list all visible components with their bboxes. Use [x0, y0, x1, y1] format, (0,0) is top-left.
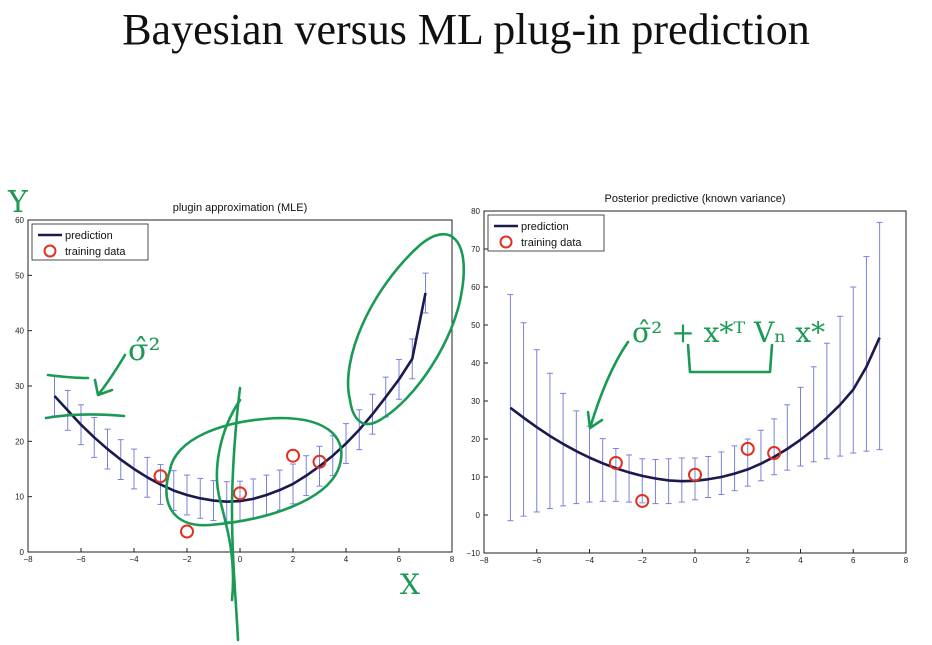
- x-tick-label: 2: [746, 556, 751, 565]
- legend-label-training: training data: [521, 237, 582, 249]
- error-bar: [784, 404, 791, 471]
- training-point: [767, 446, 782, 461]
- y-tick-label: 60: [471, 283, 480, 292]
- x-tick-label: −4: [129, 555, 139, 564]
- error-bar: [837, 315, 844, 457]
- training-point: [312, 454, 327, 469]
- legend-label-prediction: prediction: [65, 230, 113, 242]
- error-bar: [757, 429, 764, 482]
- x-tick-label: 8: [904, 556, 909, 565]
- legend-box: [31, 223, 149, 261]
- y-tick-label: 10: [15, 493, 24, 502]
- ink-x-label: X: [400, 568, 420, 601]
- plot-title: Posterior predictive (known variance): [605, 193, 786, 205]
- y-tick-label: 20: [471, 435, 480, 444]
- training-point: [233, 486, 247, 501]
- ink-y-label: Y: [7, 185, 29, 220]
- error-bar: [718, 451, 725, 495]
- y-tick-label: −10: [466, 549, 480, 558]
- training-point: [608, 455, 623, 470]
- x-tick-label: 4: [798, 556, 803, 565]
- error-bar: [546, 372, 553, 510]
- error-bar: [573, 410, 580, 505]
- error-bar: [652, 459, 659, 505]
- y-tick-label: 0: [476, 511, 481, 520]
- error-bar: [797, 386, 804, 467]
- ink-ellipse-middle: [165, 416, 343, 527]
- x-tick-label: 2: [291, 555, 296, 564]
- x-tick-label: 0: [693, 556, 698, 565]
- ink-ellipse-right: [346, 232, 465, 426]
- y-tick-label: 20: [15, 437, 24, 446]
- chart-posterior-predictive: Posterior predictive (known variance)−8−…: [466, 193, 909, 565]
- y-tick-label: 10: [471, 473, 480, 482]
- y-tick-label: 40: [15, 327, 24, 336]
- x-tick-label: −2: [182, 555, 192, 564]
- ink-arrow-right: [586, 340, 630, 430]
- error-bar: [599, 438, 606, 502]
- y-tick-label: 0: [20, 548, 25, 557]
- ink-tick-upper: [46, 373, 90, 380]
- training-point: [286, 448, 300, 463]
- error-bar: [626, 454, 633, 503]
- ink-arrow-left: [93, 353, 127, 397]
- y-tick-label: 50: [15, 271, 24, 280]
- error-bar: [863, 256, 870, 452]
- error-bar: [533, 349, 540, 513]
- training-point: [740, 441, 755, 456]
- y-tick-label: 30: [15, 382, 24, 391]
- y-tick-label: 70: [471, 245, 480, 254]
- slide-title: Bayesian versus ML plug-in prediction: [122, 5, 810, 54]
- x-tick-label: 6: [397, 555, 402, 564]
- error-bar: [560, 392, 567, 507]
- x-tick-label: −6: [76, 555, 86, 564]
- x-tick-label: 8: [450, 555, 455, 564]
- error-bar: [705, 455, 712, 499]
- ink-bracket: [686, 343, 774, 374]
- x-tick-label: −8: [23, 555, 33, 564]
- y-tick-label: 50: [471, 321, 480, 330]
- error-bar: [507, 294, 514, 522]
- error-bar: [810, 366, 817, 463]
- error-bar: [850, 286, 857, 454]
- legend-label-training: training data: [65, 246, 126, 258]
- training-point: [635, 493, 650, 508]
- y-tick-label: 60: [15, 216, 24, 225]
- x-tick-label: 6: [851, 556, 856, 565]
- x-tick-label: 4: [344, 555, 349, 564]
- error-bar: [744, 438, 751, 487]
- legend-marker-swatch: [499, 235, 513, 249]
- y-tick-label: 40: [471, 359, 480, 368]
- y-tick-label: 80: [471, 207, 480, 216]
- x-tick-label: −6: [532, 556, 542, 565]
- error-bar: [876, 221, 883, 451]
- error-bar: [692, 457, 698, 501]
- x-tick-label: −2: [638, 556, 648, 565]
- legend-marker-swatch: [43, 244, 57, 258]
- ink-vertical-line: [230, 386, 242, 642]
- x-tick-label: −4: [585, 556, 595, 565]
- ink-vertical-loop: [215, 398, 242, 602]
- legend-label-prediction: prediction: [521, 221, 569, 233]
- ink-tick-lower: [44, 413, 126, 420]
- training-point: [688, 467, 702, 482]
- ink-formula: σ̂² + x*ᵀ Vₙ x*: [632, 316, 825, 349]
- plot-title: plugin approximation (MLE): [173, 202, 308, 214]
- error-bar: [823, 342, 830, 460]
- x-tick-label: −8: [479, 556, 489, 565]
- training-point: [180, 524, 194, 539]
- training-point: [153, 469, 168, 484]
- x-tick-label: 0: [238, 555, 243, 564]
- ink-sigma-label: σ̂²: [128, 333, 161, 368]
- legend-box: [487, 214, 605, 252]
- error-bar: [520, 322, 527, 517]
- y-tick-label: 30: [471, 397, 480, 406]
- chart-plugin-mle: plugin approximation (MLE) −8 −6 −4 −2 0 2 4 6 8 0…: [15, 202, 455, 564]
- error-bar: [731, 445, 738, 492]
